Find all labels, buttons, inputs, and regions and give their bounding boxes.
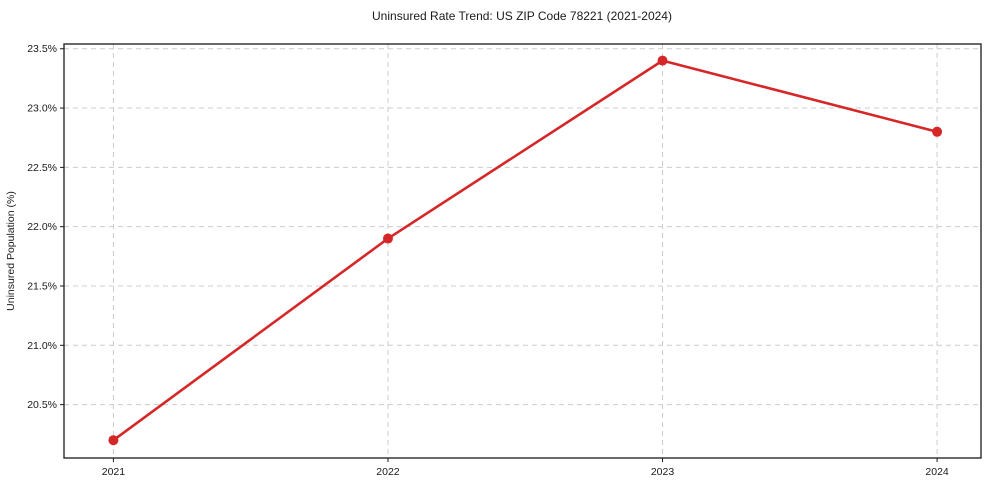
x-tick-label: 2021	[102, 466, 126, 478]
x-tick-label: 2024	[925, 466, 949, 478]
y-tick-label: 23.0%	[27, 103, 57, 115]
data-point-marker	[382, 233, 393, 244]
y-tick-label: 21.5%	[27, 280, 57, 292]
y-tick-label: 21.0%	[27, 340, 57, 352]
x-tick-label: 2022	[376, 466, 400, 478]
data-point-marker	[657, 55, 668, 66]
y-axis-label: Uninsured Population (%)	[5, 191, 17, 311]
y-tick-label: 22.5%	[27, 162, 57, 174]
y-tick-label: 20.5%	[27, 399, 57, 411]
plot-area: 2021 2022 2023 2024 20.5% 21.0% 21.5% 22.0% 22.5…	[27, 43, 982, 478]
data-point-marker	[108, 435, 119, 446]
chart-title: Uninsured Rate Trend: US ZIP Code 78221 …	[372, 9, 672, 23]
y-tick-label: 23.5%	[27, 43, 57, 55]
trend-line	[112, 59, 939, 442]
plot-border	[63, 43, 982, 459]
y-tick-label: 22.0%	[27, 221, 57, 233]
x-tick-label: 2023	[651, 466, 675, 478]
data-point-marker	[932, 126, 943, 137]
